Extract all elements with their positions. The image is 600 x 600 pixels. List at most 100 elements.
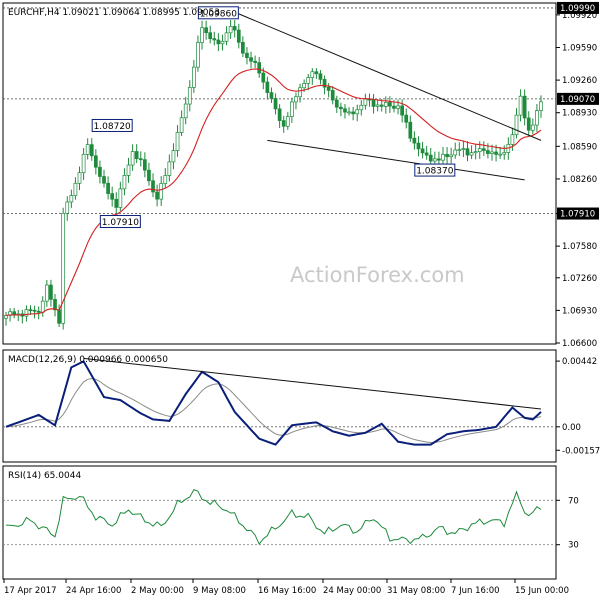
candle-body xyxy=(510,134,515,145)
candle-body xyxy=(192,66,196,88)
candle-body xyxy=(187,87,192,105)
candle-body xyxy=(196,42,200,68)
candle-body xyxy=(277,108,282,121)
candle-body xyxy=(375,104,380,107)
macd-trendline xyxy=(83,357,542,410)
candle-body xyxy=(220,40,225,45)
candle-body xyxy=(477,148,482,152)
candle-body xyxy=(273,98,278,110)
candle-body xyxy=(494,151,498,155)
candle-body xyxy=(224,32,229,42)
candle-body xyxy=(245,52,249,59)
candle-body xyxy=(163,175,168,184)
price-annotation-box xyxy=(91,118,133,132)
candle-body xyxy=(81,153,86,174)
candle-body xyxy=(204,27,208,34)
candle-body xyxy=(147,169,151,182)
candle-body xyxy=(339,106,343,110)
x-axis-tick-label: 24 Apr 16:00 xyxy=(66,586,121,596)
candle-body xyxy=(89,144,94,157)
candle-body xyxy=(461,148,466,150)
candle-body xyxy=(294,96,298,103)
candle-body xyxy=(208,32,213,39)
candle-body xyxy=(379,104,384,107)
candle-body xyxy=(535,110,539,126)
candle-body xyxy=(122,175,127,190)
candle-body xyxy=(73,182,78,196)
candle-body xyxy=(420,148,425,154)
candle-body xyxy=(445,153,449,158)
candle-body xyxy=(498,153,503,156)
candle-body xyxy=(167,161,172,176)
candle-body xyxy=(44,284,49,302)
price-annotation-label: 1.08370 xyxy=(416,167,453,177)
x-axis-tick-label: 17 Apr 2017 xyxy=(4,586,57,596)
candle-body xyxy=(114,198,119,208)
candle-body xyxy=(32,309,37,312)
price-axis-tick-label: 1.09260 xyxy=(562,76,597,86)
candle-body xyxy=(85,144,90,155)
candle-body xyxy=(93,155,98,168)
candle-body xyxy=(396,105,400,109)
axis-layer: 1.09920 1.09590 1.09260 1.08930 1.08590 1.082… xyxy=(3,1,600,596)
x-axis-tick-label: 24 May 00:00 xyxy=(323,586,381,596)
candle-body xyxy=(130,151,135,166)
candle-body xyxy=(285,116,290,127)
candle-body xyxy=(314,71,319,75)
candle-body xyxy=(318,73,323,80)
rsi-line xyxy=(5,488,542,546)
candle-body xyxy=(388,102,392,107)
candle-body xyxy=(69,195,74,203)
price-trendline xyxy=(267,139,525,181)
price-tag-box xyxy=(557,1,599,14)
candle-body xyxy=(143,159,147,171)
candle-body xyxy=(77,172,82,184)
price-annotation-label: 1.07910 xyxy=(102,218,139,228)
price-panel-frame xyxy=(2,2,557,345)
price-axis-tick-label: 1.07260 xyxy=(562,274,597,284)
chart-header: EURCHF,H4 1.09021 1.09064 1.08995 1.0905… xyxy=(8,8,220,18)
candle-body xyxy=(138,158,143,161)
candle-body xyxy=(359,104,364,111)
candle-body xyxy=(502,152,507,155)
candle-body xyxy=(281,120,286,127)
candle-body xyxy=(28,309,33,311)
x-axis-tick-label: 7 Jun 16:00 xyxy=(451,586,500,596)
candle-body xyxy=(228,26,233,34)
candle-body xyxy=(428,154,433,162)
candle-body xyxy=(302,83,306,89)
macd-signal-line xyxy=(5,377,542,444)
price-trendline xyxy=(238,13,542,141)
candle-body xyxy=(151,180,155,193)
candle-body xyxy=(126,164,131,176)
candle-body xyxy=(310,71,315,78)
x-axis-tick-label: 15 Jun 00:00 xyxy=(515,586,569,596)
candle-body xyxy=(155,191,159,200)
price-annotation-label: 1.08720 xyxy=(94,122,131,132)
macd-layer xyxy=(3,357,556,446)
candle-body xyxy=(298,87,302,98)
price-annotation-box xyxy=(99,215,141,229)
price-layer: 1.09860 1.08720 1.07910 1.08370 xyxy=(3,6,556,330)
candle-body xyxy=(343,108,347,113)
candle-body xyxy=(257,62,262,74)
candle-body xyxy=(24,309,29,317)
candle-body xyxy=(118,188,123,208)
candle-body xyxy=(212,38,217,41)
price-tag-box xyxy=(557,92,599,105)
candle-body xyxy=(514,114,519,136)
candle-body xyxy=(490,151,494,154)
candle-body xyxy=(241,41,245,54)
candle-body xyxy=(12,311,17,315)
price-axis-tick-label: 1.08260 xyxy=(562,175,597,185)
candle-body xyxy=(526,117,531,131)
candle-body xyxy=(518,95,523,116)
candle-body xyxy=(49,284,53,300)
candle-body xyxy=(432,158,437,162)
rsi-axis-tick-label: 30 xyxy=(568,541,579,551)
price-tag-box xyxy=(557,207,599,220)
macd-label: MACD(12,26,9) 0.000966 0.000650 xyxy=(8,355,168,365)
candle-body xyxy=(416,142,421,150)
